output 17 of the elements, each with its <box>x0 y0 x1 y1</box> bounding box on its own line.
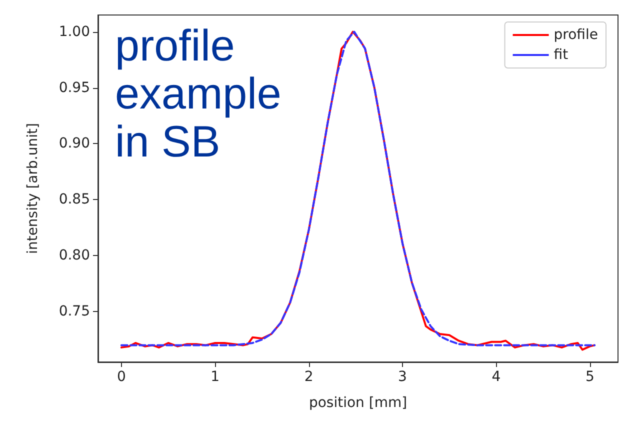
legend-label: profile <box>554 27 598 43</box>
y-tick-label: 1.00 <box>58 24 90 40</box>
annotation: profile example in SB <box>115 22 294 166</box>
y-tick-label: 0.95 <box>58 80 90 96</box>
y-axis-title: intensity [arb.unit] <box>25 123 41 254</box>
x-axis-title: position [mm] <box>308 395 408 411</box>
x-tick-label: 4 <box>492 369 501 385</box>
y-tick-label: 0.85 <box>58 192 90 208</box>
y-tick-label: 0.75 <box>58 304 90 320</box>
x-tick-label: 2 <box>304 369 314 385</box>
legend-label: fit <box>554 47 569 63</box>
x-tick-label: 3 <box>398 369 407 385</box>
x-tick-label: 1 <box>210 369 220 385</box>
x-tick-label: 5 <box>585 369 594 385</box>
y-tick-label: 0.90 <box>58 136 90 152</box>
y-tick-label: 0.80 <box>58 248 90 264</box>
x-tick-label: 0 <box>116 369 126 385</box>
